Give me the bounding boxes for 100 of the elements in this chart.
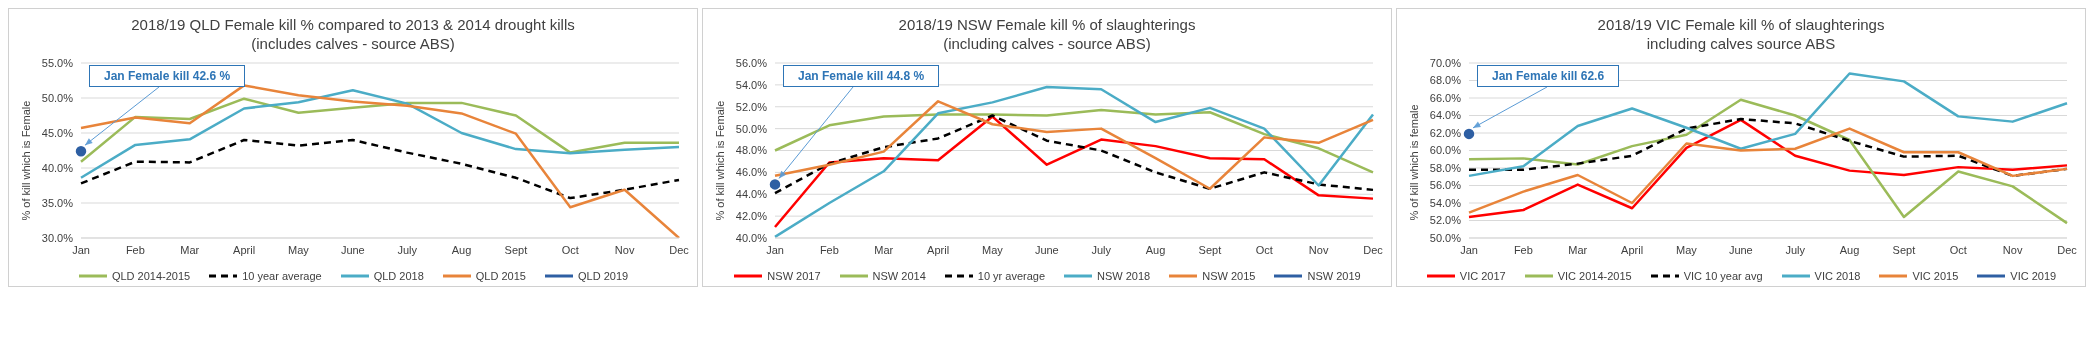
x-tick-label: Nov bbox=[2002, 243, 2023, 256]
y-tick-label: 42.0% bbox=[735, 210, 768, 223]
x-tick-label: June bbox=[1728, 243, 1753, 256]
y-tick-label: 48.0% bbox=[735, 144, 768, 157]
x-tick-label: Nov bbox=[614, 243, 635, 256]
x-tick-label: Sept bbox=[1198, 243, 1222, 256]
x-tick-label: Nov bbox=[1308, 243, 1329, 256]
y-tick-label: 45.0% bbox=[41, 126, 74, 139]
line-series bbox=[1467, 72, 2069, 178]
line-series bbox=[1467, 98, 2069, 225]
y-axis-title: % of kill which is female bbox=[1407, 104, 1420, 221]
chart-title: 2018/19 QLD Female kill % compared to 2013 & 2014 drought kills bbox=[130, 15, 576, 34]
legend-label: VIC 2015 bbox=[1912, 270, 1959, 282]
legend-label: VIC 2014-2015 bbox=[1557, 270, 1632, 282]
y-tick-label: 52.0% bbox=[1429, 214, 1462, 227]
legend-label: QLD 2014-2015 bbox=[111, 270, 191, 282]
x-tick-label: May bbox=[982, 243, 1004, 256]
y-tick-label: 68.0% bbox=[1429, 74, 1462, 87]
y-tick-label: 35.0% bbox=[41, 196, 74, 209]
y-tick-label: 52.0% bbox=[735, 100, 768, 113]
legend-label: QLD 2018 bbox=[373, 270, 424, 282]
y-axis-title: % of kill which is Female bbox=[713, 100, 726, 221]
annotation: Jan Female kill 62.6 bbox=[1477, 65, 1620, 87]
y-tick-label: 55.0% bbox=[41, 56, 74, 69]
y-tick-label: 56.0% bbox=[1429, 179, 1462, 192]
x-tick-label: Jan bbox=[766, 243, 784, 256]
y-axis-title: % of kill which is Female bbox=[19, 100, 32, 221]
x-tick-label: May bbox=[288, 243, 310, 256]
x-tick-label: Aug bbox=[1839, 243, 1860, 256]
x-tick-label: July bbox=[1785, 243, 1806, 256]
line-series bbox=[773, 115, 1375, 229]
x-tick-label: April bbox=[233, 243, 256, 256]
legend-label: 10 yr average bbox=[977, 270, 1046, 282]
x-tick-label: Dec bbox=[1363, 243, 1384, 256]
x-tick-label: May bbox=[1676, 243, 1698, 256]
x-tick-label: Dec bbox=[669, 243, 690, 256]
x-tick-label: Feb bbox=[1513, 243, 1533, 256]
x-tick-label: Feb bbox=[125, 243, 145, 256]
y-tick-label: 46.0% bbox=[735, 166, 768, 179]
x-tick-label: April bbox=[927, 243, 950, 256]
line-series bbox=[79, 84, 681, 238]
x-tick-label: Sept bbox=[1892, 243, 1916, 256]
legend-label: NSW 2017 bbox=[767, 270, 821, 282]
chart-subtitle: (includes calves - source ABS) bbox=[250, 34, 456, 53]
y-tick-label: 54.0% bbox=[735, 78, 768, 91]
line-series bbox=[79, 138, 681, 200]
y-tick-label: 50.0% bbox=[735, 122, 768, 135]
chart-subtitle: (including calves - source ABS) bbox=[942, 34, 1152, 53]
x-tick-label: April bbox=[1621, 243, 1644, 256]
legend-label: QLD 2015 bbox=[475, 270, 526, 282]
x-tick-label: Jan bbox=[1460, 243, 1478, 256]
legend-label: NSW 2014 bbox=[872, 270, 926, 282]
x-tick-label: Oct bbox=[1949, 243, 1967, 256]
annotation: Jan Female kill 42.6 % bbox=[89, 65, 246, 87]
y-tick-label: 66.0% bbox=[1429, 91, 1462, 104]
legend-label: QLD 2019 bbox=[577, 270, 629, 282]
line-series bbox=[773, 114, 1375, 195]
line-series bbox=[773, 85, 1375, 238]
y-tick-label: 40.0% bbox=[41, 161, 74, 174]
y-tick-label: 56.0% bbox=[735, 56, 768, 69]
x-tick-label: Dec bbox=[2057, 243, 2078, 256]
legend-label: VIC 10 year avg bbox=[1683, 270, 1763, 282]
y-tick-label: 70.0% bbox=[1429, 56, 1462, 69]
x-tick-label: Oct bbox=[1255, 243, 1273, 256]
legend-label: VIC 2018 bbox=[1814, 270, 1861, 282]
x-tick-label: June bbox=[1034, 243, 1059, 256]
y-tick-label: 50.0% bbox=[41, 91, 74, 104]
x-tick-label: Oct bbox=[561, 243, 579, 256]
x-tick-label: Feb bbox=[819, 243, 839, 256]
y-tick-label: 50.0% bbox=[1429, 231, 1462, 244]
x-tick-label: Jan bbox=[72, 243, 90, 256]
y-tick-label: 64.0% bbox=[1429, 109, 1462, 122]
x-tick-label: Aug bbox=[451, 243, 472, 256]
x-tick-label: Mar bbox=[1568, 243, 1588, 256]
annotation: Jan Female kill 44.8 % bbox=[783, 65, 940, 87]
line-series bbox=[79, 97, 681, 163]
x-tick-label: June bbox=[340, 243, 365, 256]
legend-label: NSW 2015 bbox=[1202, 270, 1256, 282]
x-tick-label: Mar bbox=[180, 243, 200, 256]
chart-title: 2018/19 NSW Female kill % of slaughterings bbox=[897, 15, 1197, 34]
legend-label: NSW 2018 bbox=[1097, 270, 1151, 282]
y-tick-label: 54.0% bbox=[1429, 196, 1462, 209]
line-series bbox=[773, 100, 1375, 191]
x-tick-label: July bbox=[397, 243, 418, 256]
y-tick-label: 60.0% bbox=[1429, 144, 1462, 157]
y-tick-label: 58.0% bbox=[1429, 161, 1462, 174]
line-series bbox=[79, 89, 681, 180]
legend-label: VIC 2019 bbox=[2010, 270, 2057, 282]
y-tick-label: 30.0% bbox=[41, 231, 74, 244]
x-tick-label: Mar bbox=[874, 243, 894, 256]
legend-label: 10 year average bbox=[242, 270, 322, 282]
x-tick-label: Aug bbox=[1145, 243, 1166, 256]
legend-label: VIC 2017 bbox=[1459, 270, 1506, 282]
y-tick-label: 44.0% bbox=[735, 188, 768, 201]
legend-label: NSW 2019 bbox=[1307, 270, 1361, 282]
chart-title: 2018/19 VIC Female kill % of slaughterings bbox=[1596, 15, 1886, 34]
x-tick-label: July bbox=[1091, 243, 1112, 256]
y-tick-label: 40.0% bbox=[735, 231, 768, 244]
x-tick-label: Sept bbox=[504, 243, 528, 256]
chart-subtitle: including calves source ABS bbox=[1645, 34, 1837, 53]
